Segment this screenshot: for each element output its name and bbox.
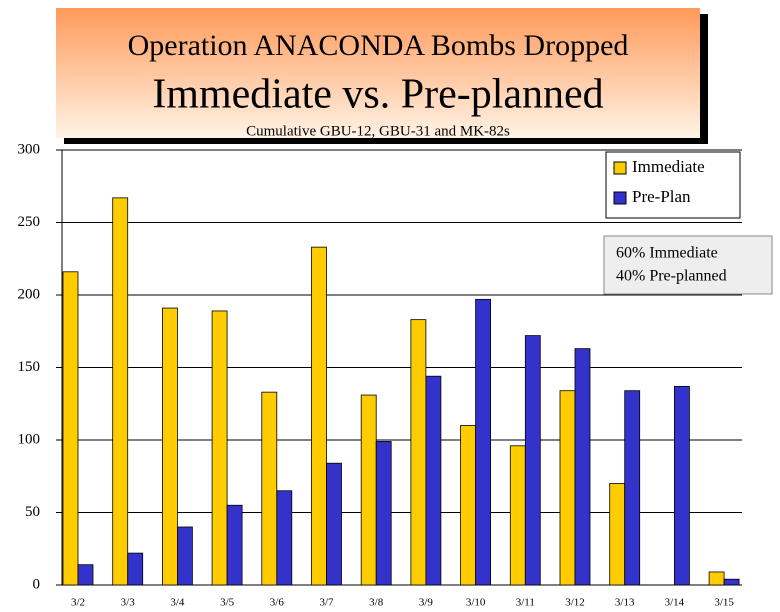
- legend-box: [605, 151, 741, 219]
- x-tick-label: 3/12: [565, 597, 585, 609]
- bar: [77, 564, 94, 586]
- chart-note: Cumulative GBU-12, GBU-31 and MK-82s: [246, 123, 510, 139]
- y-tick-label: 0: [33, 576, 41, 592]
- x-tick-label: 3/11: [516, 597, 535, 609]
- y-tick-label: 200: [18, 286, 41, 302]
- annotation-box: [603, 235, 773, 295]
- legend-swatch: [613, 161, 627, 175]
- bar: [226, 504, 243, 586]
- x-tick-label: 3/5: [220, 597, 235, 609]
- bar: [112, 197, 129, 586]
- bar: [326, 462, 342, 586]
- bar: [624, 390, 641, 586]
- bar: [559, 390, 576, 586]
- x-tick-label: 3/4: [170, 597, 185, 609]
- bar: [609, 483, 626, 586]
- bar: [475, 298, 492, 586]
- y-tick-label: 300: [18, 141, 41, 157]
- legend-label: Pre-Plan: [632, 187, 691, 206]
- bar: [360, 394, 377, 586]
- x-tick-label: 3/13: [615, 597, 635, 609]
- bar: [176, 526, 193, 586]
- y-tick-label: 150: [18, 359, 41, 375]
- bar: [410, 319, 427, 586]
- legend-swatch: [613, 191, 627, 205]
- bar: [723, 578, 740, 586]
- x-tick-label: 3/14: [665, 597, 685, 609]
- bar: [524, 335, 541, 586]
- y-tick-label: 250: [18, 214, 41, 230]
- y-tick-label: 100: [18, 431, 41, 447]
- bar: [375, 441, 392, 586]
- annotation: 60% Immediate: [616, 245, 718, 262]
- x-tick-label: 3/6: [270, 597, 285, 609]
- x-tick-label: 3/7: [319, 597, 334, 609]
- bar: [127, 552, 144, 586]
- y-tick-label: 50: [25, 504, 40, 520]
- bar: [674, 385, 690, 586]
- x-tick-label: 3/15: [714, 597, 734, 609]
- bar: [161, 307, 178, 586]
- chart-subtitle: Immediate vs. Pre-planned: [152, 72, 603, 118]
- x-tick-label: 3/8: [369, 597, 384, 609]
- bar: [276, 490, 293, 586]
- chart-title: Operation ANACONDA Bombs Dropped: [128, 29, 629, 62]
- bar: [509, 445, 526, 586]
- bar: [708, 571, 725, 586]
- legend-label: Immediate: [632, 157, 705, 176]
- bar: [261, 391, 278, 586]
- bar: [460, 425, 477, 586]
- plot-area: 0 50 100 150 200 250 300 3/2 3/3 3/4 3/5 3/6 3/7 3/8 3…: [18, 141, 742, 609]
- bar: [425, 375, 442, 586]
- x-tick-label: 3/3: [121, 597, 136, 609]
- x-tick-label: 3/10: [466, 597, 486, 609]
- bar: [62, 271, 79, 586]
- bar: [311, 246, 327, 586]
- x-tick-label: 3/2: [71, 597, 85, 609]
- bar: [574, 348, 591, 586]
- annotation: 40% Pre-planned: [616, 268, 727, 285]
- title-box: [56, 8, 700, 138]
- bar: [211, 310, 228, 586]
- x-tick-label: 3/9: [419, 597, 434, 609]
